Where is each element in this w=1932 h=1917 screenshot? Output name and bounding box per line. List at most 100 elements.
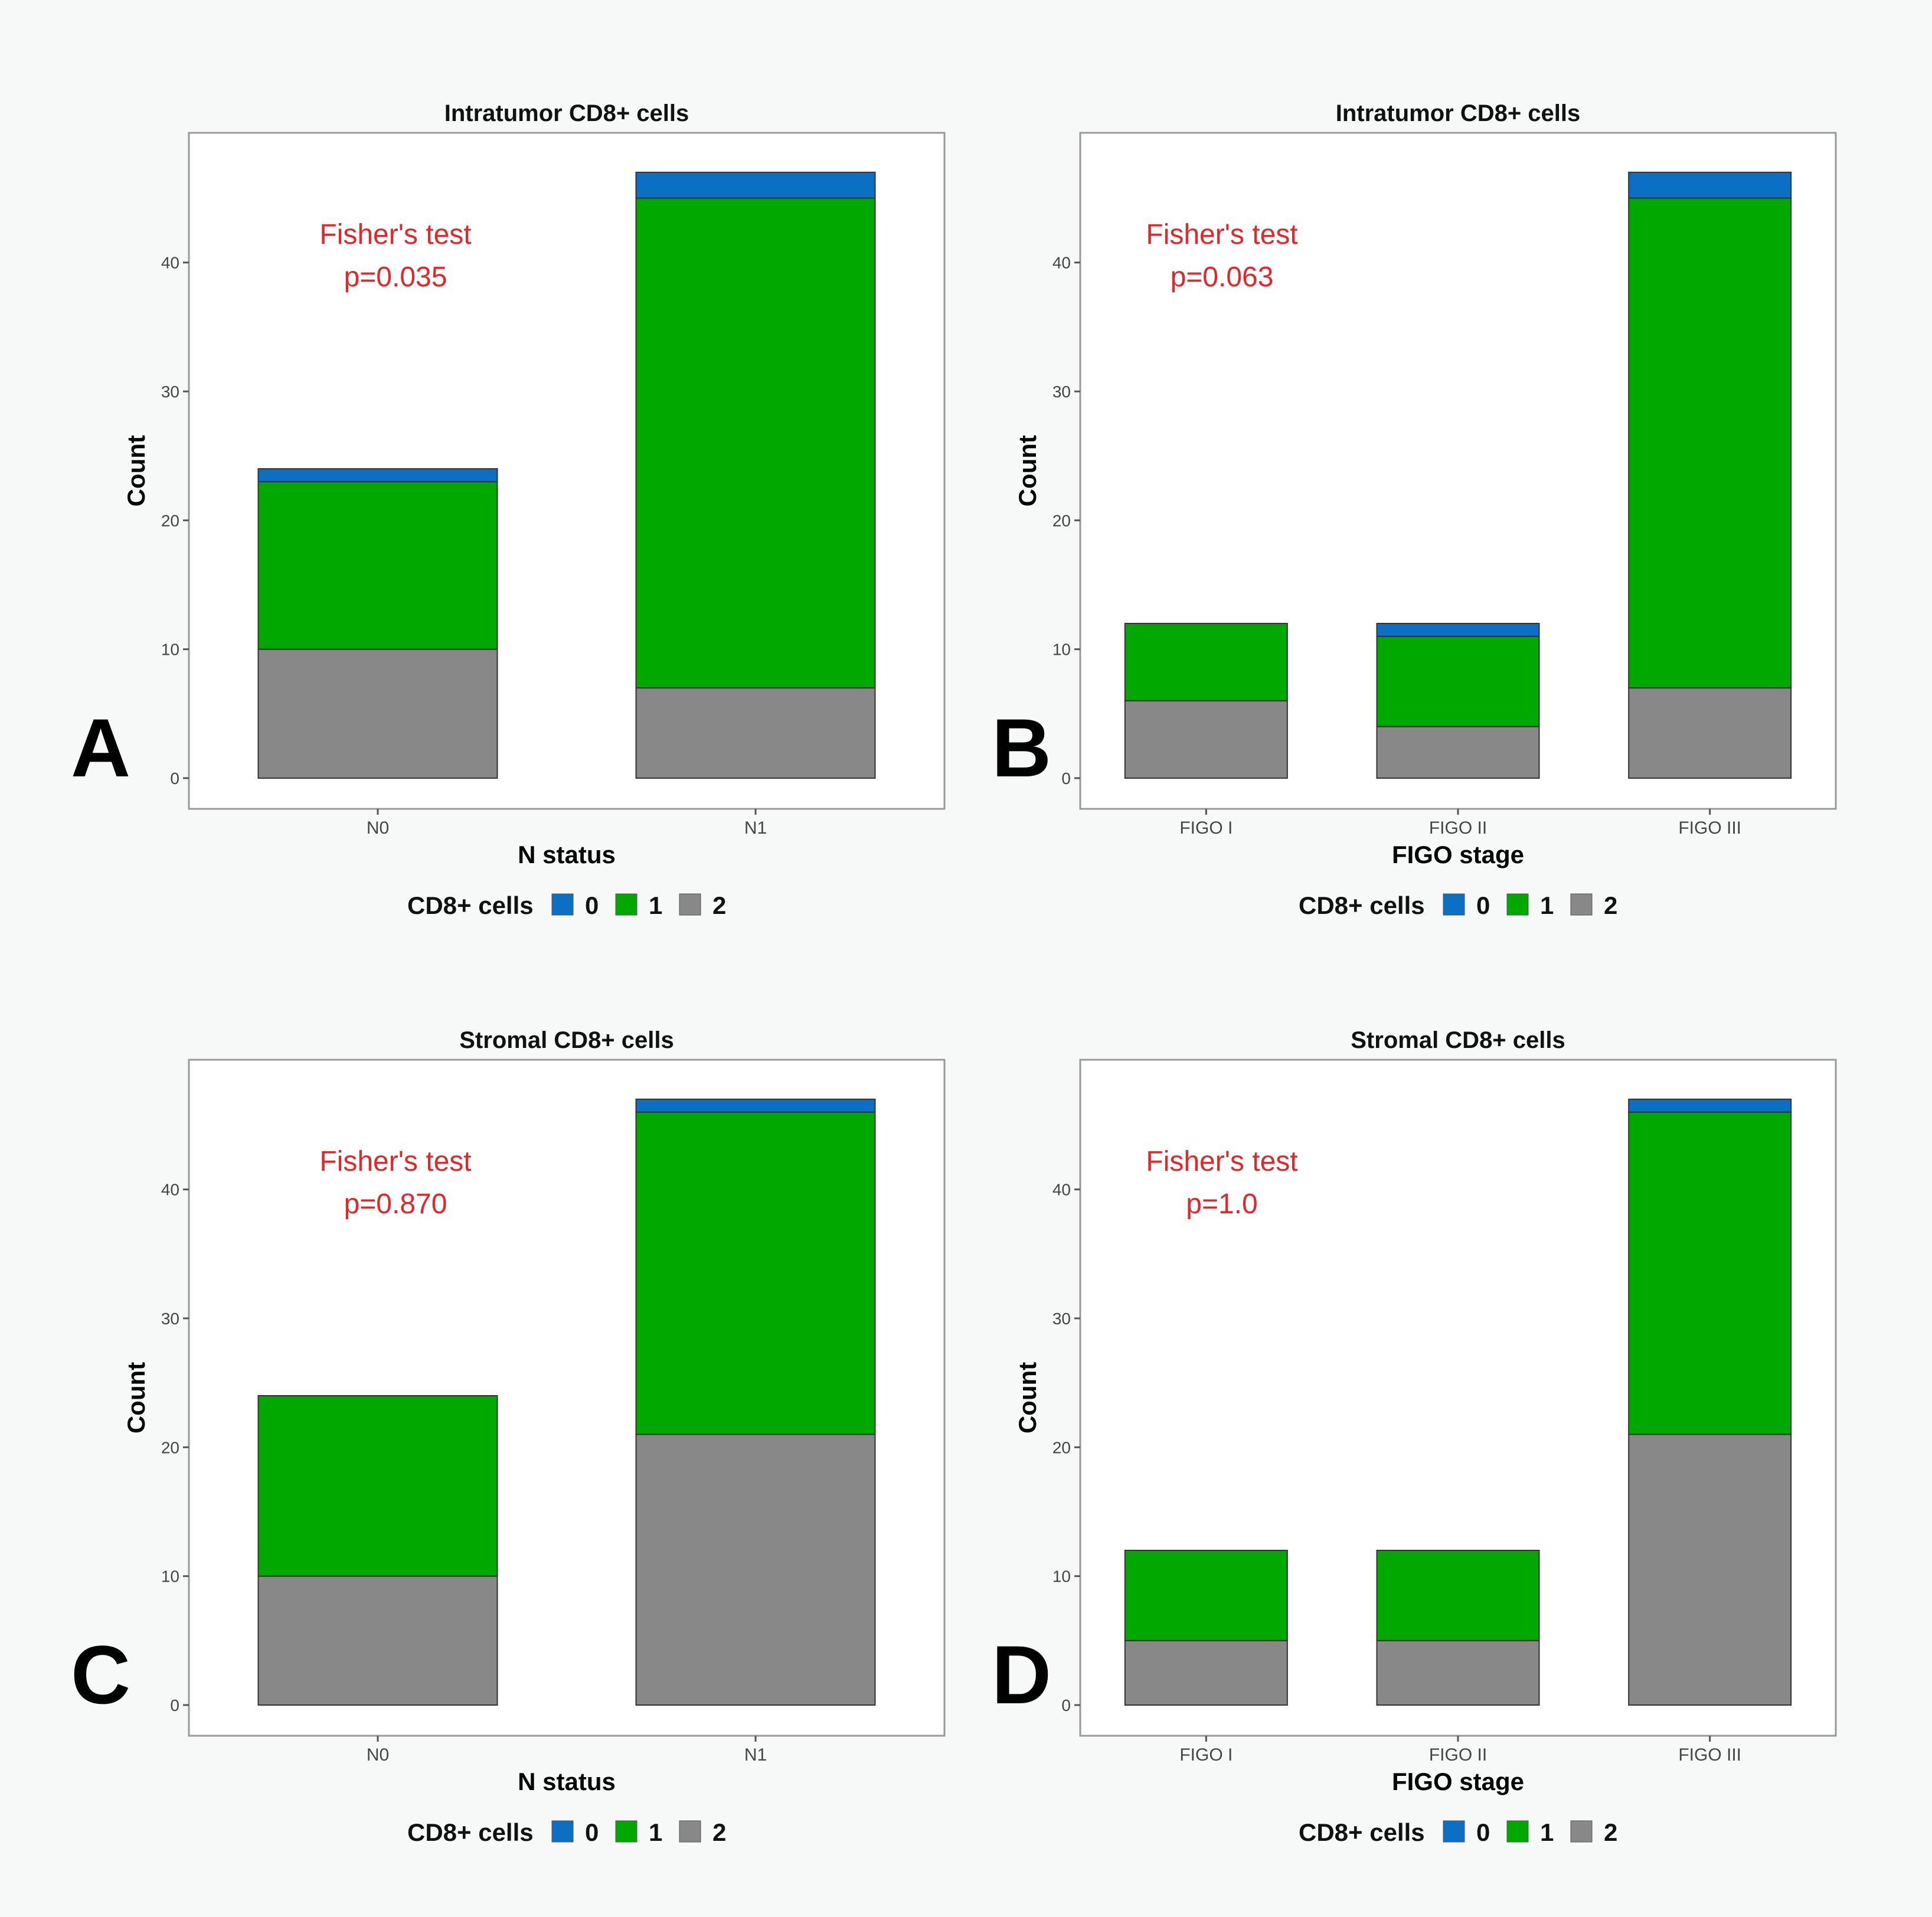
bar-segment-n0-level-1 [257,1395,498,1577]
y-tick-label: 20 [1052,511,1071,530]
x-tick-label: FIGO I [1179,1745,1233,1765]
annotation-test-name: Fisher's test [319,1146,471,1177]
chart-title: Intratumor CD8+ cells [1336,100,1581,126]
legend-entry-label: 1 [1540,1818,1554,1846]
chart-title: Intratumor CD8+ cells [444,100,689,126]
legend-swatch-2 [1570,1820,1593,1843]
bar-segment-figo-ii-level-2 [1376,726,1540,779]
bar-segment-n1-level-0 [635,1098,876,1113]
legend-title: CD8+ cells [1299,1818,1425,1846]
bar-segment-n1-level-1 [635,197,876,689]
bar-segment-figo-i-level-1 [1124,1550,1288,1641]
y-tick-label: 20 [1052,1438,1071,1456]
y-tick-label: 0 [170,1696,179,1714]
legend-swatch-0 [1443,893,1465,916]
x-tick-label: FIGO II [1429,1745,1487,1765]
annotation-p-value: p=0.035 [344,262,447,293]
panel-letter: D [992,1628,1051,1721]
legend-entry-label: 1 [1540,891,1554,919]
y-tick-label: 0 [170,769,179,788]
legend-entry-label: 2 [712,1818,726,1846]
annotation-test-name: Fisher's test [1146,219,1297,250]
x-tick-label: N1 [744,818,767,838]
y-tick-label: 40 [161,254,179,272]
legend-swatch-1 [1506,893,1529,916]
legend-title: CD8+ cells [1299,891,1425,919]
y-tick-label: 40 [1052,254,1071,272]
bar-segment-n0-level-2 [257,648,498,779]
legend-entry-label: 2 [1604,1818,1617,1846]
y-tick-label: 30 [1052,383,1071,401]
x-axis-title: N status [518,841,616,868]
annotation-p-value: p=0.063 [1171,262,1274,293]
legend-swatch-1 [615,893,638,916]
legend-swatch-2 [1570,893,1593,916]
legend-entry-label: 0 [585,1818,599,1846]
bar-segment-figo-iii-level-0 [1628,1098,1792,1113]
legend-swatch-1 [615,1820,638,1843]
annotation-p-value: p=0.870 [344,1188,447,1220]
bar-segment-figo-iii-level-1 [1628,197,1792,689]
y-tick-label: 20 [161,1438,179,1456]
bar-segment-figo-ii-level-0 [1376,623,1540,637]
legend-swatch-2 [679,893,701,916]
legend-title: CD8+ cells [407,891,534,919]
x-axis-title: FIGO stage [1392,841,1524,868]
bar-segment-n1-level-1 [635,1111,876,1435]
x-tick-label: FIGO II [1429,818,1487,838]
bar-segment-n0-level-0 [257,468,498,482]
legend: CD8+ cells 0 1 2 [1299,1818,1617,1846]
chart-title: Stromal CD8+ cells [459,1027,674,1053]
legend: CD8+ cells 0 1 2 [407,1818,726,1846]
bar-segment-figo-iii-level-1 [1628,1111,1792,1435]
annotation-p-value: p=1.0 [1186,1188,1257,1220]
bar-segment-figo-ii-level-2 [1376,1640,1540,1706]
panel-letter: B [992,701,1051,794]
bar-segment-figo-ii-level-1 [1376,635,1540,727]
legend-swatch-0 [551,893,574,916]
y-tick-label: 30 [1052,1309,1071,1328]
legend-swatch-0 [551,1820,574,1843]
y-tick-label: 30 [161,1309,179,1328]
x-tick-label: FIGO III [1678,818,1741,838]
legend-entry-label: 1 [649,1818,662,1846]
y-tick-label: 10 [161,641,179,659]
panel-letter: C [71,1628,130,1721]
legend-title: CD8+ cells [407,1818,534,1846]
bar-segment-figo-i-level-2 [1124,700,1288,779]
y-axis-title: Count [1014,435,1041,507]
y-tick-label: 40 [161,1181,179,1199]
legend-entry-label: 0 [1476,891,1490,919]
bar-segment-n1-level-2 [635,1433,876,1706]
legend-entry-label: 0 [585,891,599,919]
x-tick-label: N1 [744,1745,767,1765]
bar-segment-n1-level-2 [635,687,876,779]
bar-segment-figo-iii-level-2 [1628,687,1792,779]
annotation-test-name: Fisher's test [1146,1146,1297,1177]
legend-entry-label: 2 [712,891,726,919]
legend-entry-label: 2 [1604,891,1617,919]
bar-segment-figo-i-level-1 [1124,623,1288,701]
bar-segment-n0-level-2 [257,1575,498,1706]
panel-letter: A [71,701,130,794]
y-tick-label: 0 [1061,769,1071,788]
legend: CD8+ cells 0 1 2 [407,891,726,919]
x-tick-label: FIGO III [1678,1745,1741,1765]
x-axis-title: FIGO stage [1392,1768,1524,1795]
y-tick-label: 10 [1052,641,1071,659]
y-tick-label: 30 [161,383,179,401]
annotation-test-name: Fisher's test [319,219,471,250]
bar-segment-figo-iii-level-2 [1628,1433,1792,1706]
legend-entry-label: 0 [1476,1818,1490,1846]
x-axis-title: N status [518,1768,616,1795]
y-axis-title: Count [1014,1362,1041,1433]
y-axis-title: Count [122,435,150,507]
bar-segment-figo-iii-level-0 [1628,171,1792,199]
legend: CD8+ cells 0 1 2 [1299,891,1617,919]
legend-swatch-1 [1506,1820,1529,1843]
bar-segment-figo-i-level-2 [1124,1640,1288,1706]
